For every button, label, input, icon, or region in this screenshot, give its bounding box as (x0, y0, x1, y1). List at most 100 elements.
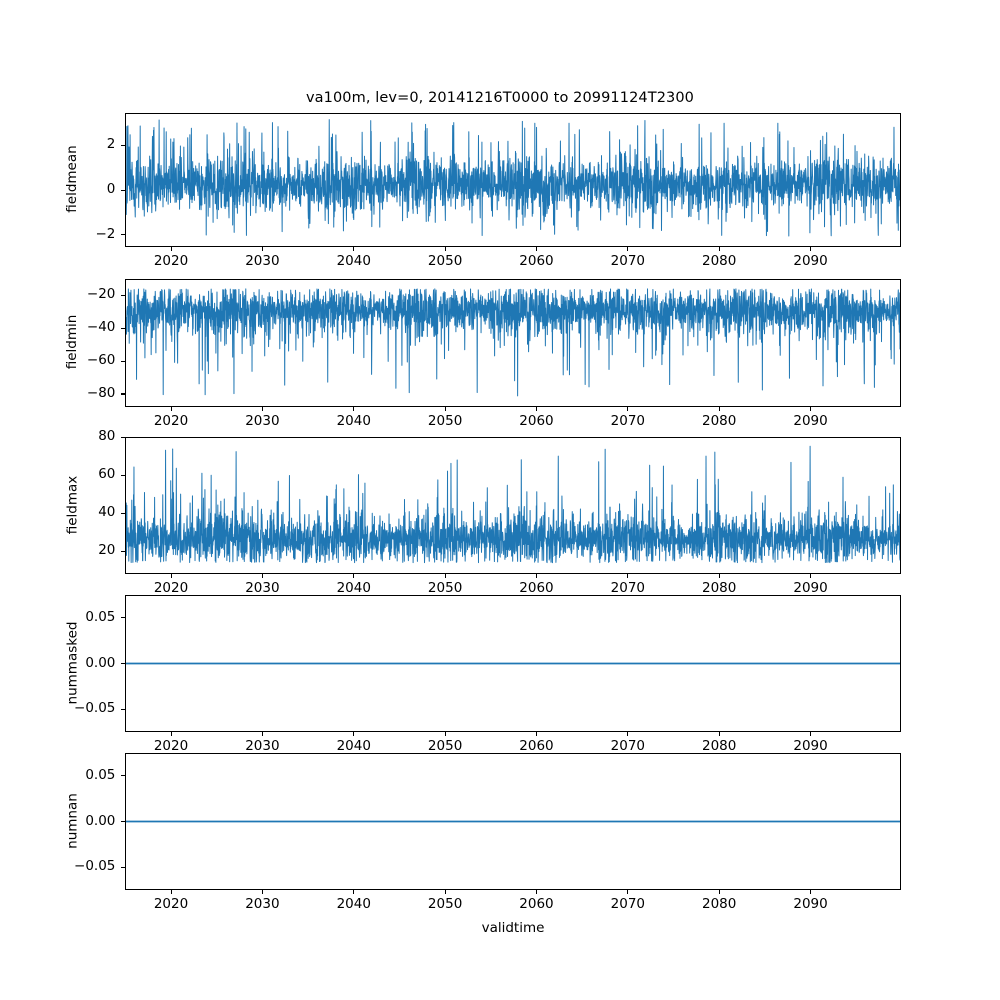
x-tick-label: 2030 (245, 253, 280, 269)
x-tick-mark (810, 407, 812, 411)
y-tick-mark (121, 189, 125, 191)
y-tick-mark (121, 775, 125, 777)
y-tick-label: 0.05 (85, 766, 116, 783)
y-tick-label: −2 (95, 225, 116, 242)
x-tick-mark (627, 574, 629, 578)
x-tick-label: 2090 (793, 413, 828, 429)
x-tick-mark (353, 247, 355, 251)
x-tick-mark (353, 732, 355, 736)
x-tick-label: 2050 (427, 580, 463, 596)
x-tick-label: 2050 (427, 253, 463, 269)
series-plot-fieldmax (126, 445, 900, 564)
y-axis-label-fieldmin: fieldmin (64, 314, 80, 370)
x-tick-label: 2070 (610, 896, 645, 912)
y-tick-label: 0.00 (85, 812, 116, 829)
x-tick-label: 2040 (336, 738, 371, 754)
series-plot-nummasked (126, 662, 900, 665)
x-tick-mark (444, 247, 446, 251)
y-tick-label: 0 (106, 181, 116, 198)
y-tick-label: −60 (86, 352, 116, 369)
y-tick-label: −20 (86, 286, 116, 303)
y-tick-mark (121, 617, 125, 619)
x-tick-label: 2040 (336, 896, 371, 912)
x-tick-label: 2070 (610, 253, 645, 269)
plot-panel-fieldmin (125, 279, 901, 407)
x-tick-label: 2020 (153, 738, 189, 754)
figure-title: va100m, lev=0, 20141216T0000 to 20991124… (305, 90, 694, 106)
series-line-fieldmax (126, 445, 900, 564)
x-tick-mark (535, 247, 538, 251)
plot-panel-fieldmean (125, 113, 901, 247)
x-tick-mark (810, 247, 812, 251)
x-tick-label: 2060 (519, 738, 554, 754)
x-tick-mark (810, 574, 812, 578)
series-plot-fieldmin (126, 288, 900, 397)
x-tick-mark (170, 732, 172, 736)
x-tick-label: 2020 (153, 896, 189, 912)
x-tick-mark (261, 247, 264, 251)
x-tick-label: 2090 (793, 738, 828, 754)
x-tick-label: 2030 (245, 580, 280, 596)
y-tick-mark (121, 393, 125, 395)
y-tick-label: 80 (98, 428, 116, 444)
x-tick-label: 2050 (427, 413, 463, 429)
x-tick-mark (353, 407, 355, 411)
x-tick-mark (627, 732, 629, 736)
x-tick-label: 2090 (793, 896, 828, 912)
x-tick-mark (627, 890, 629, 894)
x-tick-mark (353, 574, 355, 578)
y-tick-mark (121, 436, 125, 438)
x-tick-label: 2040 (336, 413, 371, 429)
series-line-fieldmin (126, 288, 900, 397)
axes-frame-fieldmin (125, 279, 901, 407)
y-tick-label: 0.00 (85, 654, 116, 671)
axes-frame-fieldmax (125, 437, 901, 574)
x-tick-label: 2060 (519, 253, 554, 269)
x-tick-mark (718, 574, 720, 578)
x-tick-mark (535, 890, 538, 894)
x-tick-label: 2070 (610, 413, 645, 429)
y-tick-label: −40 (86, 319, 116, 336)
axes-frame-fieldmean (125, 113, 901, 247)
x-tick-mark (627, 247, 629, 251)
x-tick-label: 2090 (793, 580, 828, 596)
x-tick-label: 2050 (427, 738, 463, 754)
x-tick-label: 2060 (519, 896, 554, 912)
x-tick-mark (535, 732, 538, 736)
x-tick-label: 2080 (702, 580, 737, 596)
x-tick-label: 2080 (702, 413, 737, 429)
y-tick-mark (121, 866, 125, 868)
y-tick-mark (121, 327, 125, 329)
y-tick-mark (121, 360, 125, 362)
y-axis-label-numnan: numnan (64, 792, 80, 849)
y-tick-mark (121, 144, 125, 147)
y-tick-mark (121, 234, 125, 236)
x-tick-mark (353, 890, 355, 894)
y-axis-label-nummasked: nummasked (64, 621, 80, 704)
x-tick-label: 2020 (153, 413, 189, 429)
x-tick-label: 2080 (702, 253, 737, 269)
x-tick-mark (444, 407, 446, 411)
x-tick-label: 2090 (793, 253, 828, 269)
x-axis-label: validtime (481, 920, 545, 936)
plot-panel-numnan (125, 753, 901, 890)
y-tick-label: 40 (98, 504, 116, 521)
x-tick-mark (718, 732, 720, 736)
y-tick-label: 20 (98, 542, 116, 559)
y-tick-mark (121, 663, 125, 665)
x-tick-label: 2020 (153, 253, 189, 269)
x-tick-mark (261, 407, 264, 411)
y-tick-label: −0.05 (74, 858, 116, 875)
plot-panel-fieldmax (125, 437, 901, 574)
y-tick-mark (121, 708, 125, 710)
y-tick-label: −0.05 (74, 700, 116, 717)
x-tick-mark (261, 574, 264, 578)
y-tick-mark (121, 294, 125, 297)
series-line-fieldmean (126, 119, 900, 237)
y-tick-label: 0.05 (85, 608, 116, 625)
x-tick-label: 2050 (427, 896, 463, 912)
x-tick-mark (810, 890, 812, 894)
plot-panel-nummasked (125, 595, 901, 732)
y-tick-mark (121, 821, 125, 823)
